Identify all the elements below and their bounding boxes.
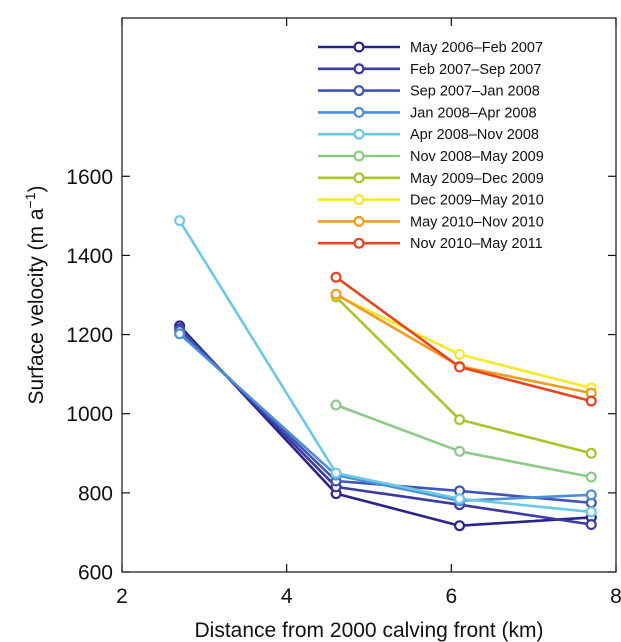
data-point bbox=[454, 493, 466, 505]
legend-marker bbox=[353, 85, 365, 97]
series-group bbox=[174, 325, 597, 509]
legend-label: Sep 2007–Jan 2008 bbox=[410, 84, 540, 100]
legend: May 2006–Feb 2007 Feb 2007–Sep 2007 Sep 20… bbox=[318, 40, 544, 252]
series-group bbox=[330, 271, 597, 407]
series-line bbox=[178, 332, 592, 503]
data-point bbox=[454, 520, 466, 532]
series-line bbox=[178, 327, 592, 526]
data-point bbox=[330, 271, 342, 283]
legend-marker bbox=[353, 215, 365, 227]
series-group bbox=[330, 399, 597, 483]
legend-marker bbox=[353, 237, 365, 249]
y-tick-label: 1200 bbox=[66, 324, 113, 347]
legend-label: May 2009–Dec 2009 bbox=[410, 171, 544, 187]
legend-item: Apr 2008–Nov 2008 bbox=[318, 127, 539, 143]
legend-marker bbox=[353, 106, 365, 118]
data-point bbox=[330, 288, 342, 300]
data-point bbox=[330, 399, 342, 411]
legend-item: May 2009–Dec 2009 bbox=[318, 171, 544, 187]
x-axis-label: Distance from 2000 calving front (km) bbox=[195, 619, 544, 642]
data-point bbox=[330, 467, 342, 479]
series-line bbox=[178, 329, 592, 505]
legend-label: Nov 2008–May 2009 bbox=[410, 149, 544, 165]
data-point bbox=[585, 395, 597, 407]
legend-item: Dec 2009–May 2010 bbox=[318, 193, 544, 209]
series-group bbox=[330, 291, 597, 459]
data-point bbox=[585, 506, 597, 518]
series-group bbox=[330, 288, 597, 399]
series-group bbox=[174, 320, 597, 532]
series-line bbox=[335, 276, 592, 403]
y-tick-label: 1000 bbox=[66, 403, 113, 426]
legend-item: Nov 2008–May 2009 bbox=[318, 149, 544, 165]
legend-marker bbox=[353, 150, 365, 162]
axis-ticks: 2 4 6 8 600 800 1000 1200 1400 1600 bbox=[66, 18, 621, 608]
data-point bbox=[585, 489, 597, 501]
x-tick-label: 2 bbox=[116, 585, 128, 608]
legend-marker bbox=[353, 194, 365, 206]
data-point bbox=[454, 361, 466, 373]
y-tick-label: 600 bbox=[78, 562, 113, 585]
y-tick-label: 1600 bbox=[66, 166, 113, 189]
series-group bbox=[174, 215, 597, 518]
legend-item: Jan 2008–Apr 2008 bbox=[318, 105, 537, 121]
x-tick-label: 4 bbox=[281, 585, 293, 608]
data-point bbox=[585, 471, 597, 483]
data-point bbox=[585, 447, 597, 459]
x-tick-label: 8 bbox=[610, 585, 621, 608]
legend-label: May 2010–Nov 2010 bbox=[410, 214, 544, 230]
series-line bbox=[178, 325, 592, 528]
legend-marker bbox=[353, 63, 365, 75]
legend-label: Apr 2008–Nov 2008 bbox=[410, 127, 539, 143]
plot-frame bbox=[121, 17, 617, 573]
series-line bbox=[335, 293, 592, 390]
data-point bbox=[454, 414, 466, 426]
series-group bbox=[174, 328, 597, 507]
data-point bbox=[585, 519, 597, 531]
y-axis-label: Surface velocity (m a−1) bbox=[22, 185, 48, 404]
y-axis-label-end: ) bbox=[25, 185, 48, 192]
x-tick-label: 6 bbox=[445, 585, 457, 608]
y-axis-label-main: Surface velocity (m a bbox=[25, 208, 48, 404]
series-line bbox=[335, 296, 592, 455]
legend-item: Sep 2007–Jan 2008 bbox=[318, 84, 540, 100]
legend-item: May 2010–Nov 2010 bbox=[318, 214, 544, 230]
legend-item: Nov 2010–May 2011 bbox=[318, 236, 543, 252]
series-line bbox=[178, 219, 592, 514]
data-point bbox=[174, 215, 186, 227]
legend-item: Feb 2007–Sep 2007 bbox=[318, 62, 541, 78]
legend-label: May 2006–Feb 2007 bbox=[410, 40, 543, 56]
series-line bbox=[335, 403, 592, 479]
legend-label: Nov 2010–May 2011 bbox=[410, 236, 543, 252]
data-point bbox=[454, 445, 466, 457]
legend-label: Jan 2008–Apr 2008 bbox=[410, 105, 537, 121]
y-tick-label: 1400 bbox=[66, 245, 113, 268]
series-lines bbox=[174, 215, 597, 532]
y-axis-label-superscript: −1 bbox=[22, 192, 38, 208]
legend-label: Feb 2007–Sep 2007 bbox=[410, 62, 541, 78]
series-group bbox=[330, 289, 597, 394]
legend-marker bbox=[353, 128, 365, 140]
legend-marker bbox=[353, 41, 365, 53]
legend-label: Dec 2009–May 2010 bbox=[410, 193, 544, 209]
legend-marker bbox=[353, 172, 365, 184]
data-point bbox=[454, 348, 466, 360]
y-tick-label: 800 bbox=[78, 482, 113, 505]
legend-item: May 2006–Feb 2007 bbox=[318, 40, 543, 56]
data-point bbox=[174, 328, 186, 340]
